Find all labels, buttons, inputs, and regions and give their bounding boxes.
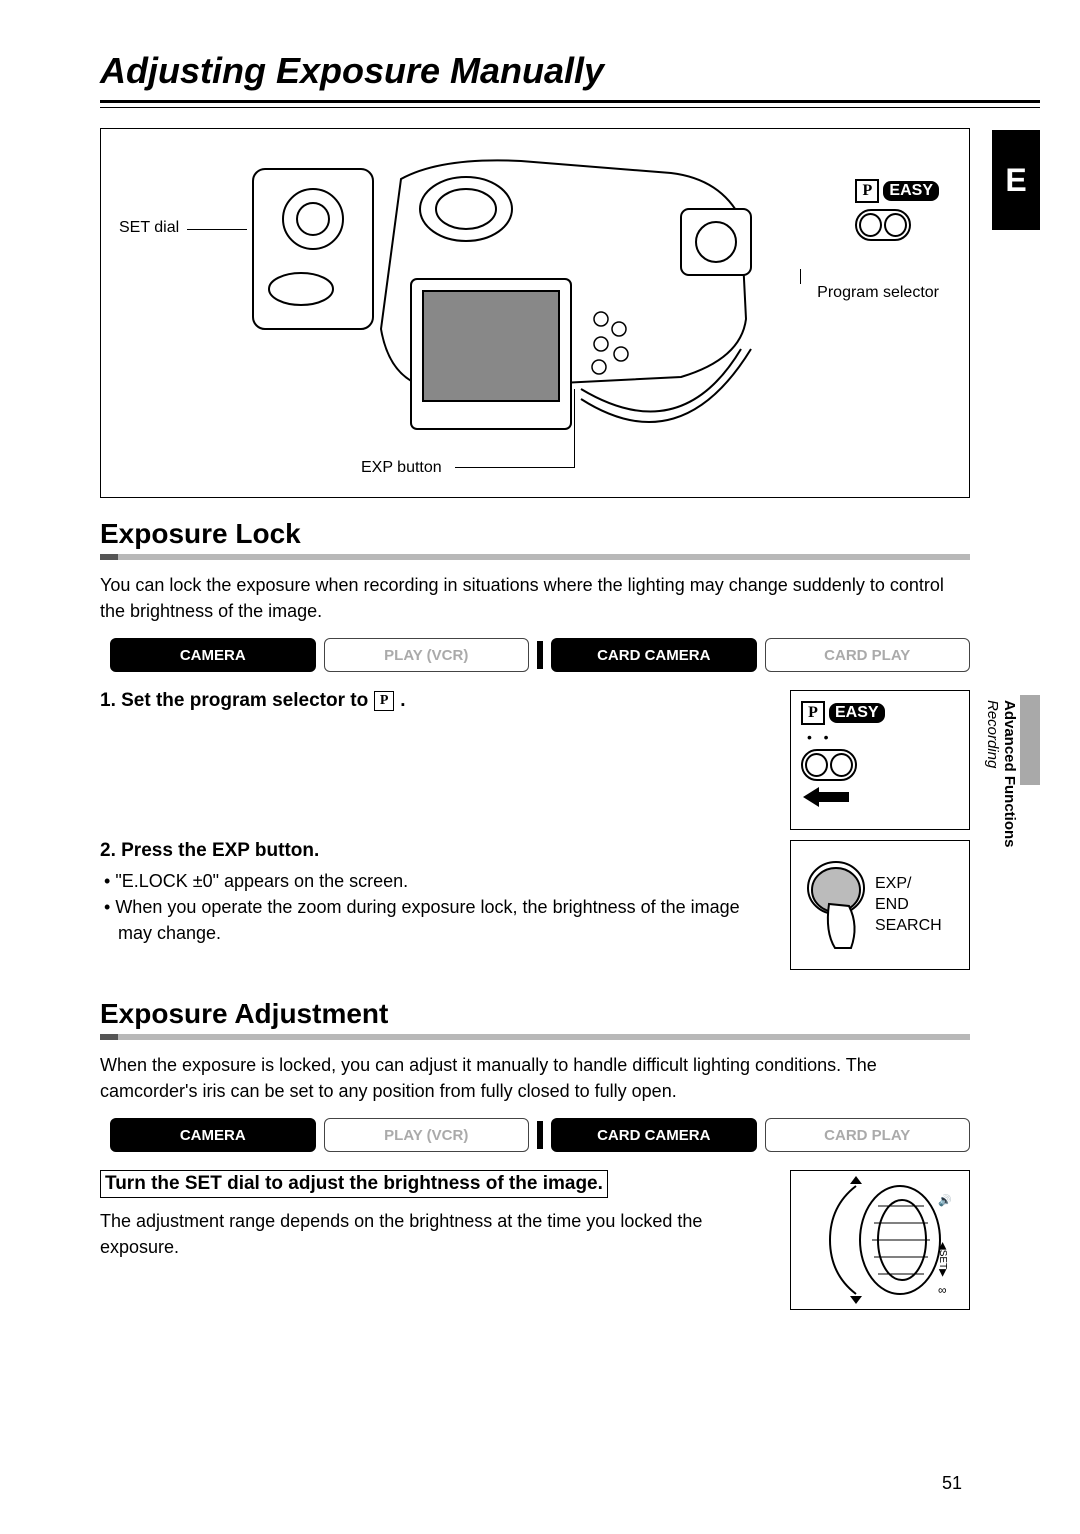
search-label: SEARCH xyxy=(875,916,942,937)
easy-badge: EASY xyxy=(883,181,939,201)
p-icon: P xyxy=(855,179,879,203)
section-rule xyxy=(100,1034,970,1040)
mode-card-camera: CARD CAMERA xyxy=(551,638,757,672)
title-rule-thin xyxy=(100,107,1040,108)
step-1-prefix: 1. Set the program selector to xyxy=(100,690,368,712)
side-label-bold: Advanced Functions xyxy=(1001,700,1018,848)
mode-camera: CAMERA xyxy=(110,638,316,672)
svg-text:∞: ∞ xyxy=(938,1283,947,1297)
step-3-body: The adjustment range depends on the brig… xyxy=(100,1208,774,1260)
exposure-adjustment-body: When the exposure is locked, you can adj… xyxy=(100,1052,970,1104)
mode-tabs: CAMERA PLAY (VCR) CARD CAMERA CARD PLAY xyxy=(110,638,970,672)
exposure-adjustment-heading: Exposure Adjustment xyxy=(100,998,1040,1030)
selector-switch-icon xyxy=(855,209,911,241)
program-selector-label: Program selector xyxy=(817,284,939,302)
step-1-suffix: . xyxy=(400,690,405,712)
mode-card-play: CARD PLAY xyxy=(765,638,971,672)
end-label: END xyxy=(875,895,942,916)
step-2-row: 2. Press the EXP button. "E.LOCK ±0" app… xyxy=(100,840,970,970)
step-3-heading: Turn the SET dial to adjust the brightne… xyxy=(100,1170,608,1198)
page-title: Adjusting Exposure Manually xyxy=(100,50,1040,92)
mode-tabs: CAMERA PLAY (VCR) CARD CAMERA CARD PLAY xyxy=(110,1118,970,1152)
easy-badge: EASY xyxy=(829,703,885,723)
svg-text:🔊: 🔊 xyxy=(938,1193,952,1207)
selector-switch-icon xyxy=(801,749,857,781)
language-tab: E xyxy=(992,130,1040,230)
step-2-heading: 2. Press the EXP button. xyxy=(100,840,774,862)
side-label-ital: Recording xyxy=(984,700,1001,768)
title-rule-thick xyxy=(100,100,1040,103)
main-illustration: SET dial EXP button P EASY Program selec… xyxy=(100,128,970,498)
finger-press-icon xyxy=(801,860,871,950)
mode-divider xyxy=(537,641,543,669)
set-dial-illustration: 🔊 ◀SET▶ ∞ xyxy=(790,1170,970,1310)
mode-play-vcr: PLAY (VCR) xyxy=(324,638,530,672)
side-tab-gray xyxy=(1020,695,1040,785)
step-2-bullets: "E.LOCK ±0" appears on the screen. When … xyxy=(100,868,774,946)
side-section-label: Advanced Functions Recording xyxy=(984,700,1018,848)
exp-label: EXP/ xyxy=(875,874,942,895)
mode-card-play: CARD PLAY xyxy=(765,1118,971,1152)
leader-line xyxy=(800,269,801,284)
exp-button-illustration: EXP/ END SEARCH xyxy=(790,840,970,970)
section-rule xyxy=(100,554,970,560)
mode-card-camera: CARD CAMERA xyxy=(551,1118,757,1152)
mode-divider xyxy=(537,1121,543,1149)
step-1-row: 1. Set the program selector to P . P EAS… xyxy=(100,690,970,830)
p-icon: P xyxy=(801,701,825,725)
camcorder-illustration xyxy=(241,149,761,469)
exposure-lock-heading: Exposure Lock xyxy=(100,518,1040,550)
step-1-heading: 1. Set the program selector to P . xyxy=(100,690,774,712)
page-number: 51 xyxy=(942,1473,962,1494)
svg-text:◀SET▶: ◀SET▶ xyxy=(937,1242,948,1277)
mode-play-vcr: PLAY (VCR) xyxy=(324,1118,530,1152)
exposure-lock-body: You can lock the exposure when recording… xyxy=(100,572,970,624)
step-3-row: Turn the SET dial to adjust the brightne… xyxy=(100,1170,970,1310)
set-dial-label: SET dial xyxy=(119,219,179,237)
p-icon-inline: P xyxy=(374,691,394,711)
selector-illustration: P EASY • • xyxy=(790,690,970,830)
set-dial-icon: 🔊 ◀SET▶ ∞ xyxy=(800,1176,960,1304)
step-2-bullet-2: When you operate the zoom during exposur… xyxy=(118,894,774,946)
mode-camera: CAMERA xyxy=(110,1118,316,1152)
leader-line xyxy=(187,229,247,230)
arrow-left-icon xyxy=(801,785,851,809)
step-2-bullet-1: "E.LOCK ±0" appears on the screen. xyxy=(118,868,774,894)
